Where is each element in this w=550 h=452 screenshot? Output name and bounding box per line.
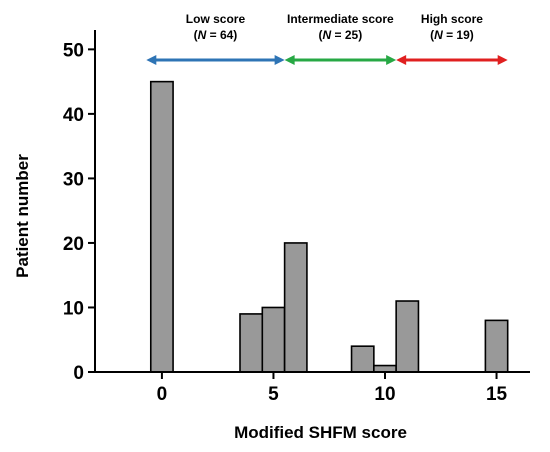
range-arrow-head-right bbox=[274, 55, 285, 65]
bar-score-15 bbox=[484, 319, 509, 373]
score-range-label: High score bbox=[421, 12, 483, 26]
y-axis-title: Patient number bbox=[13, 154, 32, 278]
range-arrow-head-left bbox=[146, 55, 157, 65]
bar-score-5 bbox=[261, 306, 286, 373]
x-tick-label: 0 bbox=[157, 384, 168, 405]
y-tick-label: 20 bbox=[63, 234, 84, 255]
bar-score-6 bbox=[283, 242, 308, 373]
range-arrow-head-right bbox=[497, 55, 508, 65]
bars-group bbox=[149, 80, 509, 373]
axes-group bbox=[94, 30, 530, 373]
y-tick-label: 0 bbox=[73, 363, 84, 384]
score-range-1: Low score (N = 64) bbox=[146, 12, 285, 65]
bar-score-4 bbox=[239, 313, 264, 373]
y-ticks-group: 0 10 20 30 40 50 bbox=[63, 40, 95, 384]
x-ticks-group: 0 5 10 15 bbox=[157, 372, 508, 405]
score-range-count: (N = 64) bbox=[194, 28, 238, 42]
score-range-2: Intermediate score (N = 25) bbox=[284, 12, 397, 65]
score-range-3: High score (N = 19) bbox=[396, 12, 508, 65]
x-tick-label: 10 bbox=[374, 384, 395, 405]
score-range-count: (N = 19) bbox=[430, 28, 474, 42]
y-tick-label: 30 bbox=[63, 169, 84, 190]
x-axis-title: Modified SHFM score bbox=[234, 423, 407, 442]
score-range-annotations: Low score (N = 64) Intermediate score (N = … bbox=[146, 12, 508, 65]
bar-score-0 bbox=[149, 80, 174, 373]
range-arrow-head-left bbox=[284, 55, 295, 65]
bar-score-11 bbox=[395, 300, 420, 373]
y-tick-label: 10 bbox=[63, 298, 84, 319]
range-arrow-head-left bbox=[396, 55, 407, 65]
x-tick-label: 15 bbox=[486, 384, 508, 405]
bar-score-9 bbox=[350, 345, 375, 373]
y-tick-label: 50 bbox=[63, 40, 84, 61]
y-tick-label: 40 bbox=[63, 105, 84, 126]
range-arrow-head-right bbox=[386, 55, 397, 65]
score-range-label: Low score bbox=[186, 12, 246, 26]
score-range-count: (N = 25) bbox=[319, 28, 363, 42]
score-range-label: Intermediate score bbox=[287, 12, 394, 26]
x-tick-label: 5 bbox=[268, 384, 279, 405]
